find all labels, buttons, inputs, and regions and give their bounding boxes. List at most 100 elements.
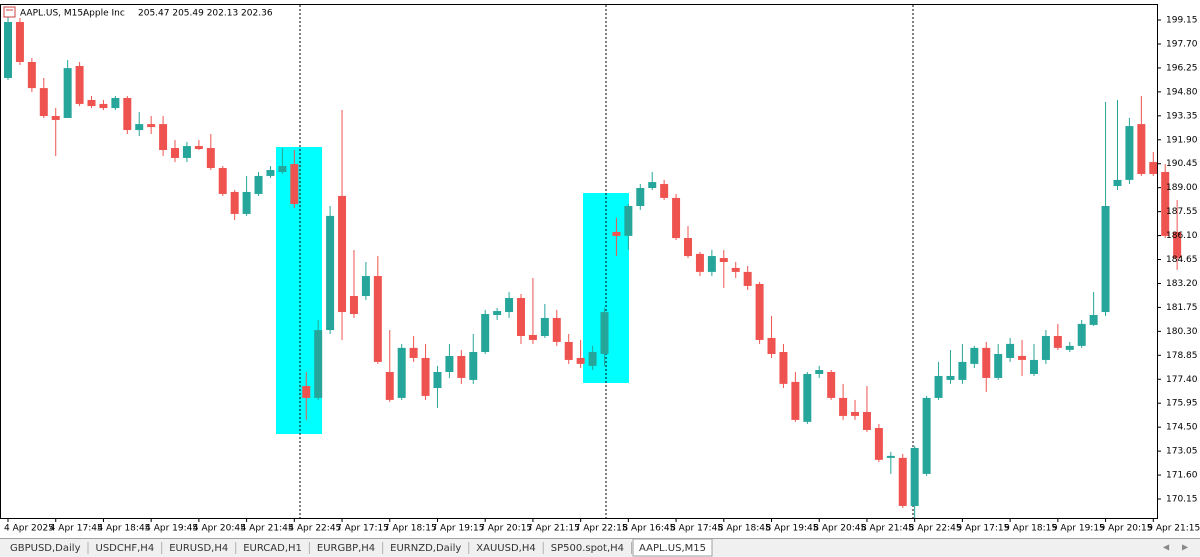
- candle-body: [540, 317, 549, 336]
- x-tick-label: 8 Apr 19:45: [766, 524, 819, 534]
- tab-background[interactable]: [632, 538, 713, 557]
- candle-body: [123, 97, 132, 131]
- tab-label[interactable]: EURGBP,H4: [317, 543, 375, 554]
- tab[interactable]: XAUUSD,H4: [470, 541, 544, 555]
- y-tick-label: 173.05: [1166, 447, 1198, 457]
- candle-body: [612, 231, 621, 236]
- tab[interactable]: EURNZD,Daily: [384, 541, 470, 555]
- tab-background[interactable]: [310, 541, 382, 555]
- candle-body: [588, 352, 597, 366]
- tab-label[interactable]: GBPUSD,Daily: [10, 543, 81, 554]
- tab-background[interactable]: [237, 541, 308, 555]
- candle-body: [15, 22, 24, 62]
- plot-frame: [0, 4, 1158, 519]
- candle-body: [1065, 345, 1074, 350]
- candle-body: [242, 191, 251, 214]
- tab-background[interactable]: [89, 541, 161, 555]
- candle-body: [290, 164, 299, 205]
- candle-body: [922, 397, 931, 474]
- y-tick-label: 177.40: [1166, 375, 1198, 385]
- tab-label[interactable]: XAUUSD,H4: [476, 543, 535, 554]
- candle-body: [111, 97, 120, 109]
- x-tick-label: 8 Apr 18:45: [718, 524, 771, 534]
- candle-body: [182, 146, 191, 158]
- y-tick-label: 190.45: [1166, 159, 1198, 169]
- x-tick-label: 8 Apr 21:45: [861, 524, 914, 534]
- candle-body: [839, 397, 848, 416]
- candle-body: [194, 146, 203, 150]
- candle-body: [99, 103, 108, 109]
- x-tick-label: 7 Apr 22:15: [575, 524, 628, 534]
- candle-body: [779, 352, 788, 384]
- y-tick-label: 184.65: [1166, 255, 1198, 265]
- tab-label[interactable]: EURCAD,H1: [243, 543, 302, 554]
- x-tick-label: 8 Apr 20:45: [813, 524, 866, 534]
- x-tick-label: 4 Apr 17:45: [50, 524, 103, 534]
- y-tick-label: 175.95: [1166, 399, 1198, 409]
- tab-background[interactable]: [544, 541, 631, 555]
- tab-label[interactable]: USDCHF,H4: [96, 543, 155, 554]
- candle-body: [302, 386, 311, 398]
- tab-label[interactable]: AAPL.US,M15: [639, 543, 706, 554]
- candle-body: [326, 215, 335, 331]
- candle-body: [552, 317, 561, 342]
- candle-body: [63, 68, 72, 118]
- candle-body: [230, 191, 239, 214]
- x-tick-label: 8 Apr 22:45: [909, 524, 962, 534]
- tab-label[interactable]: EURNZD,Daily: [390, 543, 461, 554]
- y-tick-label: 181.75: [1166, 303, 1198, 313]
- tab-scroll-right[interactable]: ▶: [1182, 543, 1189, 552]
- candle-body: [576, 357, 585, 364]
- x-tick-label: 4 Apr 19:45: [145, 524, 198, 534]
- x-tick-label: 7 Apr 21:15: [527, 524, 580, 534]
- candle-body: [1041, 335, 1050, 360]
- tab[interactable]: EURGBP,H4: [310, 541, 384, 555]
- candle-body: [815, 370, 824, 374]
- candle-body: [409, 347, 418, 358]
- tab[interactable]: EURUSD,H4: [163, 541, 237, 555]
- tab-background[interactable]: [384, 541, 468, 555]
- tab-scroll-left[interactable]: ◀: [1163, 543, 1170, 552]
- candle-body: [684, 238, 693, 257]
- candle-body: [75, 65, 84, 104]
- symbol-icon: [3, 6, 16, 18]
- y-tick-label: 196.25: [1166, 63, 1198, 73]
- tab[interactable]: USDCHF,H4: [89, 541, 163, 555]
- candle-body: [505, 298, 514, 313]
- candles: [4, 12, 1182, 518]
- tab-label[interactable]: SP500.spot,H4: [551, 543, 624, 554]
- candle-body: [803, 373, 812, 422]
- candle-body: [266, 169, 275, 176]
- candle-body: [743, 271, 752, 286]
- tab-background[interactable]: [470, 541, 542, 555]
- candle-body: [1101, 206, 1110, 313]
- candle-body: [361, 276, 370, 297]
- tab-background[interactable]: [4, 541, 87, 555]
- tab[interactable]: GBPUSD,Daily: [4, 541, 89, 555]
- candle-body: [4, 22, 12, 79]
- header-ohlc: 205.47 205.49 202.13 202.36: [138, 9, 273, 19]
- candle-body: [1125, 126, 1134, 180]
- y-tick-label: 183.20: [1166, 279, 1198, 289]
- candle-body: [314, 330, 323, 398]
- y-tick-label: 199.15: [1166, 16, 1198, 26]
- x-tick-label: 8 Apr 17:45: [670, 524, 723, 534]
- x-tick-label: 4 Apr 2025: [4, 524, 54, 534]
- tab[interactable]: EURCAD,H1: [237, 541, 310, 555]
- candle-body: [910, 447, 919, 506]
- x-tick-label: 4 Apr 20:45: [193, 524, 246, 534]
- tab-background[interactable]: [163, 541, 235, 555]
- candle-body: [851, 411, 860, 416]
- y-tick-label: 194.80: [1166, 87, 1198, 97]
- tab-label[interactable]: EURUSD,H4: [169, 543, 228, 554]
- candle-body: [1029, 359, 1038, 374]
- candle-body: [51, 115, 60, 120]
- y-tick-label: 170.15: [1166, 495, 1198, 505]
- tab[interactable]: SP500.spot,H4: [544, 541, 633, 555]
- tab[interactable]: AAPL.US,M15: [632, 538, 713, 557]
- candle-body: [278, 166, 287, 172]
- candle-body: [624, 206, 633, 236]
- candle-body: [433, 371, 442, 389]
- candle-body: [338, 195, 347, 313]
